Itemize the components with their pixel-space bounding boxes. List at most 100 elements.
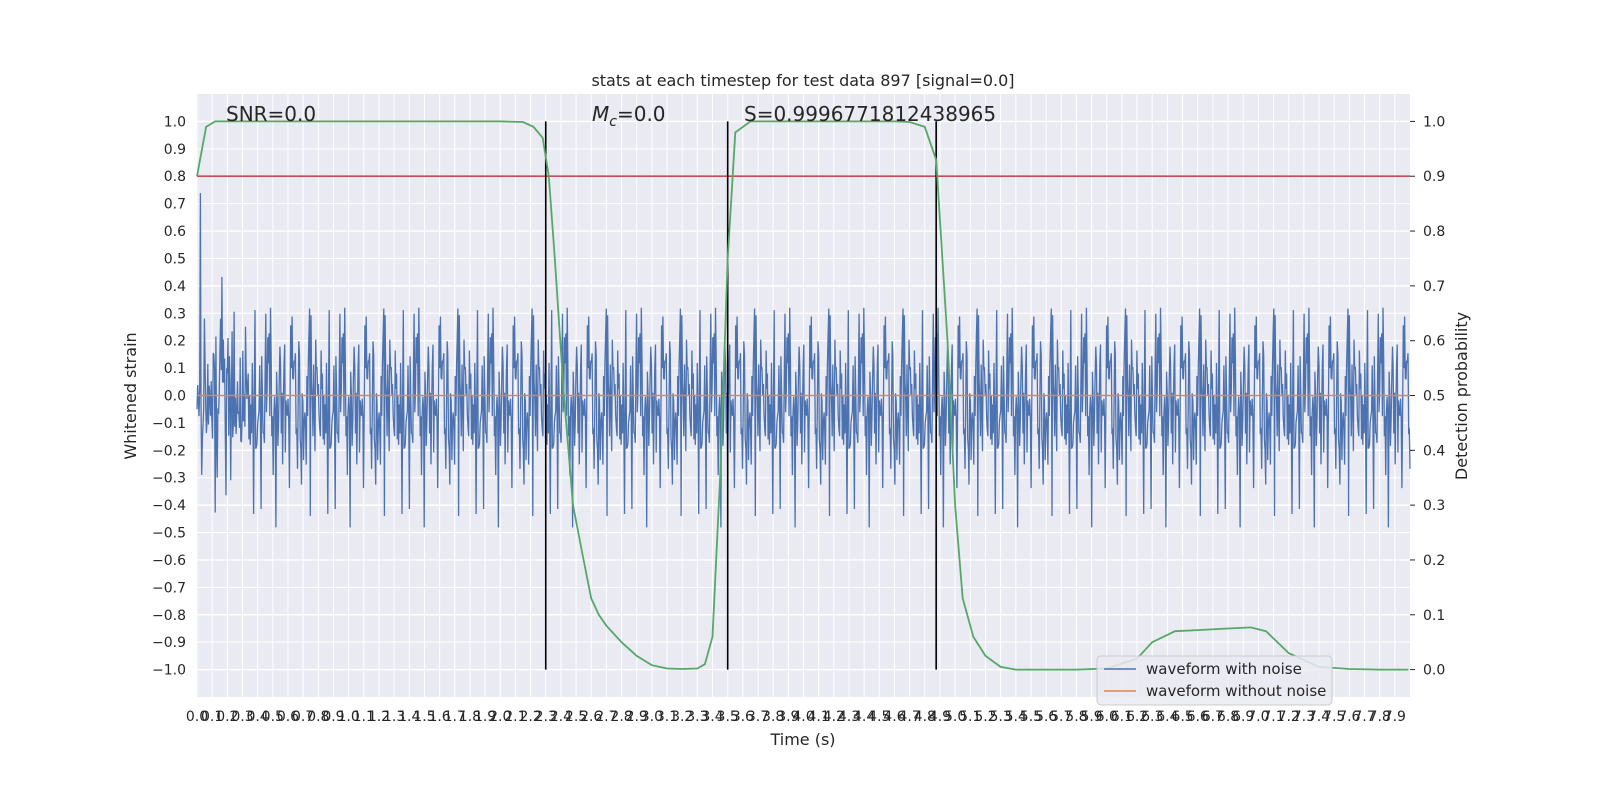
- waveform-with-noise-series: [196, 193, 1411, 528]
- x-tick-label: 0.2: [216, 709, 238, 725]
- x-tick-label: 4.4: [853, 709, 875, 725]
- x-tick-label: 1.6: [428, 709, 450, 725]
- y-tick-label: −0.4: [152, 498, 186, 514]
- x-tick-label: 7.6: [1338, 709, 1360, 725]
- x-tick-label: 0.8: [307, 709, 329, 725]
- legend-box: [1096, 655, 1333, 706]
- x-tick-label: 2.9: [626, 709, 648, 725]
- x-tick-label: 6.1: [1111, 709, 1133, 725]
- x-tick-label: 5.0: [944, 709, 966, 725]
- x-tick-label: 3.3: [686, 709, 708, 725]
- y-tick-label: −0.1: [152, 416, 186, 432]
- y2-tick-label: 0.4: [1423, 443, 1445, 459]
- x-tick-label: 5.9: [1080, 709, 1102, 725]
- annotation-chirp-mass: Mc=0.0: [592, 102, 666, 130]
- x-tick-label: 1.3: [383, 709, 405, 725]
- x-tick-label: 4.1: [808, 709, 830, 725]
- y-tick-label: −0.9: [152, 635, 186, 651]
- y-tick-label: 0.2: [164, 334, 186, 350]
- x-tick-label: 3.8: [762, 709, 784, 725]
- y2-tick-label: 0.8: [1423, 224, 1445, 240]
- x-tick-label: 1.9: [474, 709, 496, 725]
- x-tick-label: 4.3: [838, 709, 860, 725]
- x-tick-label: 2.6: [580, 709, 602, 725]
- y-tick-label: 0.4: [164, 279, 186, 295]
- x-tick-label: 1.7: [444, 709, 466, 725]
- x-tick-label: 3.2: [671, 709, 693, 725]
- x-tick-label: 6.9: [1232, 709, 1254, 725]
- annotation-chirp-mass-subscript: c: [609, 114, 617, 130]
- y-tick-label: 0.8: [164, 169, 186, 185]
- y2-tick-label: 0.3: [1423, 498, 1445, 514]
- x-tick-label: 3.4: [701, 709, 723, 725]
- x-tick-label: 0.6: [277, 709, 299, 725]
- annotation-snr-probability: S=0.9996771812438965: [744, 102, 996, 126]
- y-tick-label: 0.9: [164, 142, 186, 158]
- x-tick-label: 1.4: [398, 709, 420, 725]
- x-tick-label: 6.5: [1171, 709, 1193, 725]
- annotation-chirp-mass-value: =0.0: [617, 102, 666, 126]
- x-tick-label: 3.7: [747, 709, 769, 725]
- x-tick-label: 1.8: [459, 709, 481, 725]
- detection-probability-line: [196, 120, 1409, 671]
- x-tick-label: 2.7: [595, 709, 617, 725]
- y-tick-label: 0.7: [164, 197, 186, 213]
- waveform-with-noise-line: [196, 193, 1411, 528]
- y2-tick-label: 0.1: [1423, 608, 1445, 624]
- x-tick-label: 0.5: [262, 709, 284, 725]
- x-tick-label: 4.0: [792, 709, 814, 725]
- x-tick-label: 2.0: [489, 709, 511, 725]
- x-tick-label: 0.1: [201, 709, 223, 725]
- x-tick-label: 4.6: [883, 709, 905, 725]
- x-tick-label: 3.6: [732, 709, 754, 725]
- x-tick-label: 7.8: [1369, 709, 1391, 725]
- x-tick-label: 2.5: [565, 709, 587, 725]
- x-tick-label: 4.8: [914, 709, 936, 725]
- x-tick-label: 7.2: [1278, 709, 1300, 725]
- x-tick-label: 7.3: [1293, 709, 1315, 725]
- y2-tick-label: 0.9: [1423, 169, 1445, 185]
- x-tick-label: 2.1: [504, 709, 526, 725]
- x-tick-label: 4.9: [929, 709, 951, 725]
- x-tick-label: 5.6: [1035, 709, 1057, 725]
- x-tick-label: 0.4: [247, 709, 269, 725]
- x-tick-label: 6.4: [1156, 709, 1178, 725]
- x-tick-label: 0.0: [186, 709, 208, 725]
- legend-label-waveform-with-noise: waveform with noise: [1146, 660, 1302, 678]
- x-tick-label: 0.7: [292, 709, 314, 725]
- x-tick-label: 6.6: [1187, 709, 1209, 725]
- x-tick-label: 7.0: [1247, 709, 1269, 725]
- x-axis-label: Time (s): [769, 730, 835, 749]
- y2-tick-label: 1.0: [1423, 114, 1445, 130]
- x-tick-label: 4.5: [868, 709, 890, 725]
- y2-tick-label: 0.7: [1423, 279, 1445, 295]
- y-tick-label: 0.6: [164, 224, 186, 240]
- y2-axis-label: Detection probability: [1452, 312, 1471, 480]
- x-tick-label: 7.1: [1262, 709, 1284, 725]
- y2-tick-label: 0.5: [1423, 389, 1445, 405]
- x-tick-label: 1.2: [368, 709, 390, 725]
- chart-title: stats at each timestep for test data 897…: [591, 71, 1014, 90]
- y-tick-label: −0.8: [152, 608, 186, 624]
- x-tick-label: 5.2: [974, 709, 996, 725]
- y-tick-label: −0.2: [152, 443, 186, 459]
- x-tick-label: 6.8: [1217, 709, 1239, 725]
- x-tick-label: 2.4: [550, 709, 572, 725]
- y-tick-label: −0.5: [152, 526, 186, 542]
- x-tick-label: 1.1: [353, 709, 375, 725]
- x-tick-label: 7.7: [1353, 709, 1375, 725]
- x-tick-label: 7.5: [1323, 709, 1345, 725]
- y-tick-label: 1.0: [164, 114, 186, 130]
- x-tick-label: 7.9: [1384, 709, 1406, 725]
- y-tick-label: −0.7: [152, 580, 186, 596]
- x-tick-label: 5.5: [1020, 709, 1042, 725]
- y2-tick-label: 0.2: [1423, 553, 1445, 569]
- x-tick-label: 5.1: [959, 709, 981, 725]
- x-tick-label: 5.4: [1005, 709, 1027, 725]
- legend: waveform with noise waveform without noi…: [1096, 655, 1333, 706]
- x-tick-label: 1.5: [413, 709, 435, 725]
- annotation-chirp-mass-symbol: M: [592, 102, 609, 126]
- annotation-snr: SNR=0.0: [226, 102, 316, 126]
